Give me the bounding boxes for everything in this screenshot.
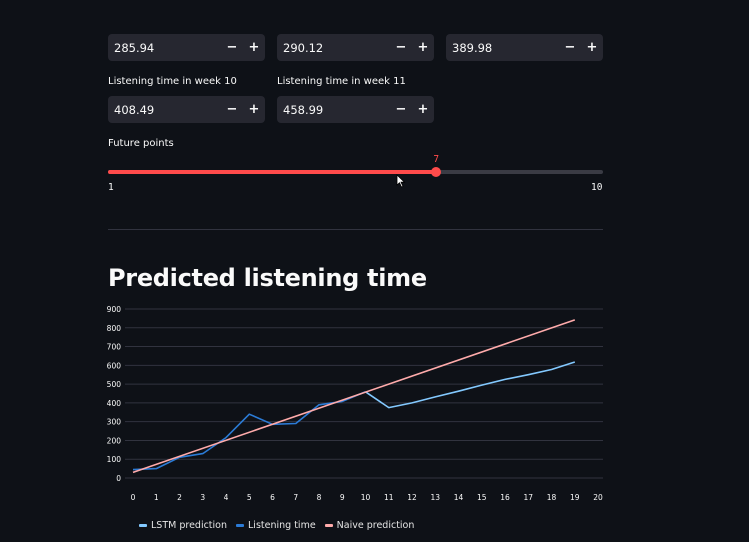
x-tick-label: 7 xyxy=(293,493,298,502)
x-tick-label: 13 xyxy=(430,493,440,502)
number-input-value[interactable]: 389.98 xyxy=(452,40,493,55)
decrement-button[interactable]: − xyxy=(564,40,576,55)
x-tick-label: 16 xyxy=(500,493,510,502)
decrement-button[interactable]: − xyxy=(226,102,238,117)
slider-thumb[interactable] xyxy=(431,167,442,177)
x-tick-label: 18 xyxy=(547,493,557,502)
input-label-week-11: Listening time in week 11 xyxy=(277,76,406,87)
x-tick-label: 3 xyxy=(200,493,205,502)
legend-label: Listening time xyxy=(248,520,316,531)
slider-label: Future points xyxy=(108,138,174,149)
increment-button[interactable]: + xyxy=(248,40,260,55)
x-tick-label: 11 xyxy=(384,493,394,502)
x-tick-label: 6 xyxy=(270,493,275,502)
x-tick-label: 19 xyxy=(570,493,580,502)
x-tick-label: 5 xyxy=(247,493,252,502)
y-tick-label: 0 xyxy=(116,474,121,483)
slider-min-label: 1 xyxy=(108,182,114,193)
legend-swatch xyxy=(139,524,147,527)
number-input-week-11[interactable]: 458.99 − + xyxy=(277,96,434,123)
increment-button[interactable]: + xyxy=(586,40,598,55)
x-tick-label: 20 xyxy=(593,493,603,502)
legend-item[interactable]: LSTM prediction xyxy=(139,520,227,531)
number-input-value[interactable]: 290.12 xyxy=(283,40,324,55)
x-tick-label: 1 xyxy=(154,493,159,502)
x-tick-label: 17 xyxy=(523,493,533,502)
number-input-week-10[interactable]: 408.49 − + xyxy=(108,96,265,123)
page-heading: Predicted listening time xyxy=(108,264,427,292)
series-line-naive-prediction xyxy=(132,319,576,474)
divider xyxy=(108,229,603,230)
slider-value-label: 7 xyxy=(433,154,440,165)
number-input-value[interactable]: 408.49 xyxy=(114,102,155,117)
number-input-value[interactable]: 458.99 xyxy=(283,102,324,117)
y-tick-label: 500 xyxy=(107,380,122,389)
increment-button[interactable]: + xyxy=(417,102,429,117)
decrement-button[interactable]: − xyxy=(226,40,238,55)
increment-button[interactable]: + xyxy=(248,102,260,117)
increment-button[interactable]: + xyxy=(417,40,429,55)
x-tick-label: 12 xyxy=(407,493,417,502)
slider-max-label: 10 xyxy=(591,182,603,193)
legend-label: Naive prediction xyxy=(336,520,415,531)
legend-item[interactable]: Listening time xyxy=(236,520,316,531)
legend-item[interactable]: Naive prediction xyxy=(324,520,415,531)
chart-legend: LSTM prediction Listening time Naive predi… xyxy=(139,520,423,531)
decrement-button[interactable]: − xyxy=(395,102,407,117)
y-tick-label: 900 xyxy=(107,305,122,314)
y-tick-label: 800 xyxy=(107,324,122,333)
slider-track-fill xyxy=(108,170,437,174)
number-input-week-9[interactable]: 389.98 − + xyxy=(446,34,603,61)
series-line-lstm-prediction xyxy=(365,361,576,409)
series-line-listening-time xyxy=(132,391,366,471)
legend-label: LSTM prediction xyxy=(151,520,228,531)
x-tick-label: 4 xyxy=(224,493,229,502)
number-input-week-8[interactable]: 290.12 − + xyxy=(277,34,434,61)
x-tick-label: 8 xyxy=(317,493,322,502)
mouse-cursor-icon xyxy=(396,174,406,188)
decrement-button[interactable]: − xyxy=(395,40,407,55)
x-tick-label: 10 xyxy=(361,493,371,502)
x-tick-label: 0 xyxy=(131,493,136,502)
input-label-week-10: Listening time in week 10 xyxy=(108,76,237,87)
x-tick-label: 9 xyxy=(340,493,345,502)
number-input-value[interactable]: 285.94 xyxy=(114,40,155,55)
number-input-week-7[interactable]: 285.94 − + xyxy=(108,34,265,61)
legend-swatch xyxy=(324,524,333,527)
y-tick-label: 100 xyxy=(107,455,122,464)
y-tick-label: 600 xyxy=(107,361,122,370)
y-tick-label: 700 xyxy=(107,343,122,352)
y-tick-label: 300 xyxy=(107,418,122,427)
x-tick-label: 15 xyxy=(477,493,487,502)
y-tick-label: 200 xyxy=(107,436,122,445)
x-tick-label: 2 xyxy=(177,493,182,502)
legend-swatch xyxy=(236,524,245,527)
y-tick-label: 400 xyxy=(107,399,122,408)
x-tick-label: 14 xyxy=(454,493,464,502)
